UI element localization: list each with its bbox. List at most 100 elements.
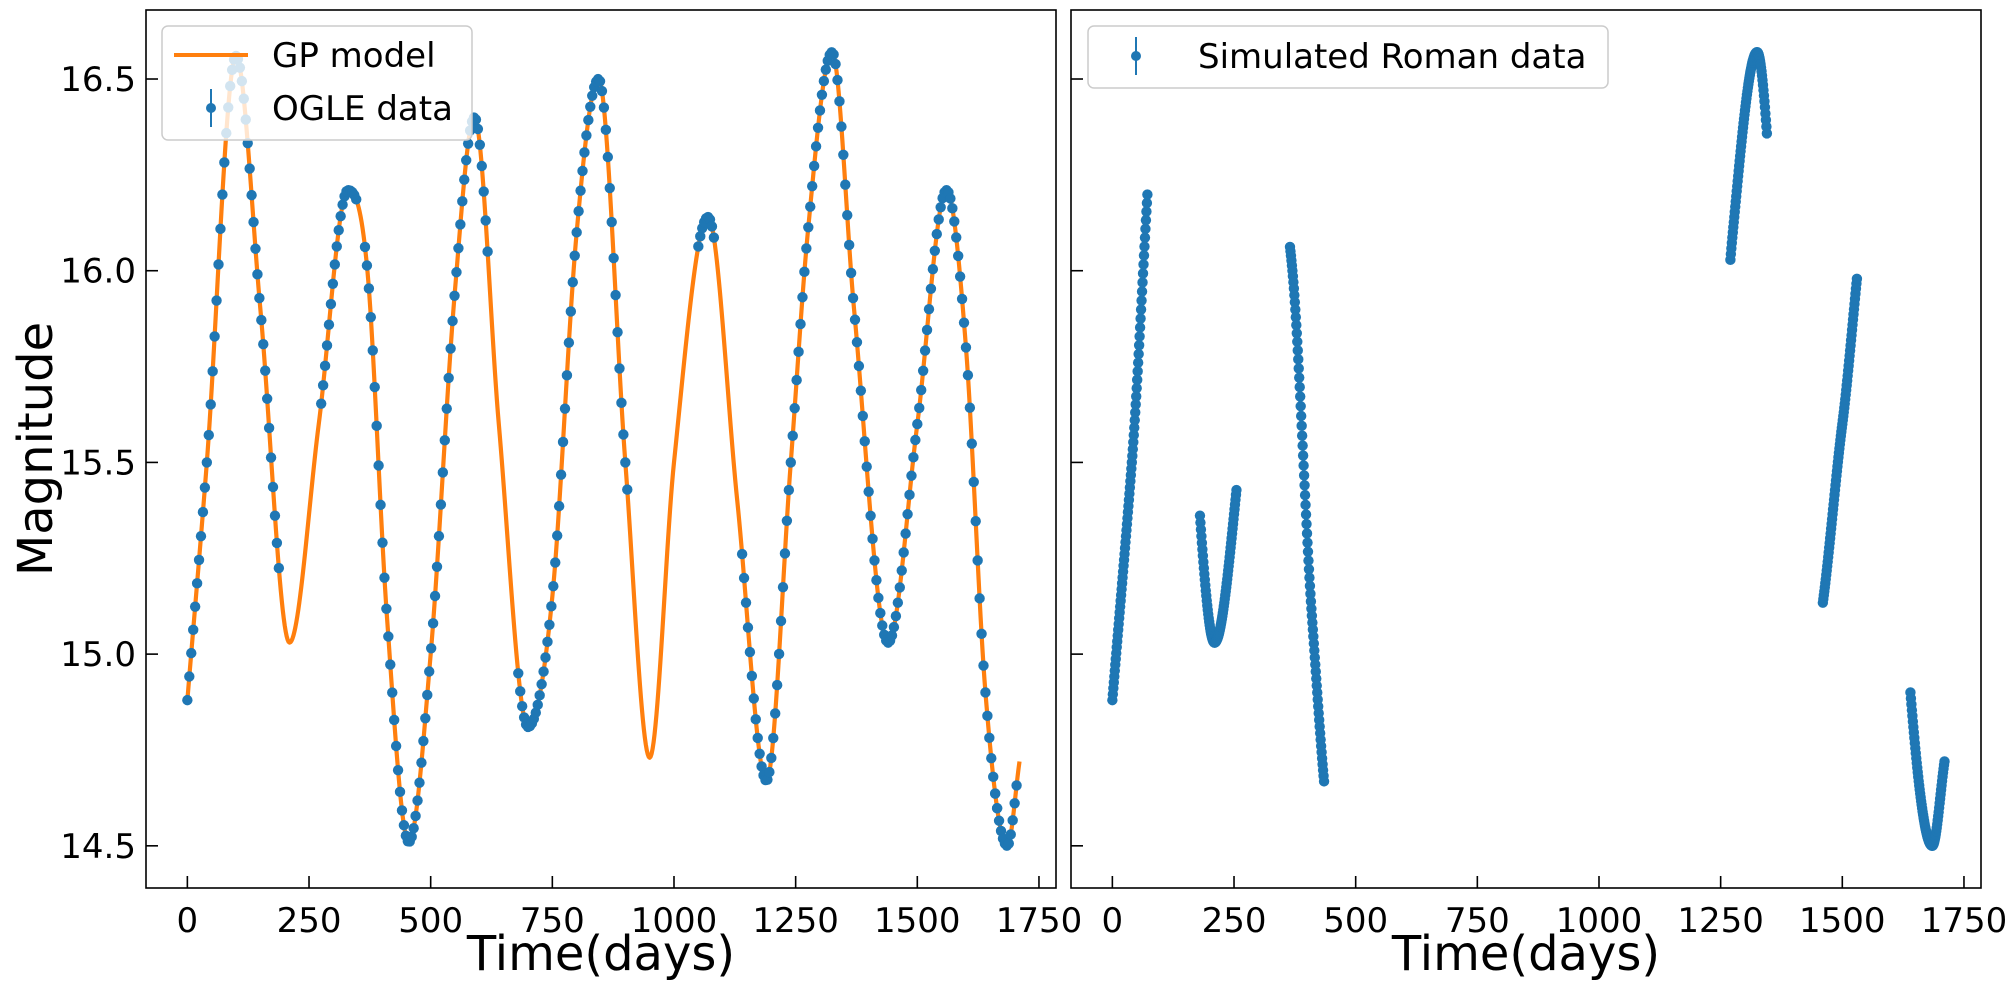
data-point bbox=[1296, 420, 1307, 432]
data-point bbox=[993, 815, 1005, 826]
data-point bbox=[1303, 564, 1315, 575]
data-point bbox=[756, 761, 767, 772]
data-point bbox=[814, 105, 826, 116]
data-point bbox=[1939, 756, 1950, 767]
data-point bbox=[888, 621, 900, 633]
right-x-axis-label: Time(days) bbox=[1391, 926, 1660, 982]
data-point bbox=[325, 298, 337, 310]
data-point bbox=[455, 219, 466, 230]
data-point bbox=[945, 193, 956, 204]
data-point bbox=[818, 75, 830, 87]
data-point bbox=[472, 123, 484, 135]
data-point bbox=[441, 403, 452, 414]
data-point bbox=[383, 631, 394, 642]
data-point bbox=[207, 366, 218, 377]
data-point bbox=[933, 214, 944, 225]
data-point bbox=[1135, 304, 1147, 315]
data-point bbox=[773, 648, 785, 660]
data-point bbox=[1305, 588, 1316, 600]
data-point bbox=[205, 399, 216, 410]
data-point bbox=[453, 243, 464, 254]
data-point bbox=[515, 686, 526, 697]
data-point bbox=[201, 457, 213, 468]
data-point bbox=[195, 530, 207, 542]
data-point bbox=[830, 58, 841, 70]
data-point bbox=[552, 530, 563, 541]
data-point bbox=[807, 180, 818, 192]
data-point bbox=[1128, 429, 1139, 441]
data-point bbox=[974, 593, 985, 604]
data-point bbox=[791, 374, 802, 386]
right-panel: 0 250 500 750 1000 1250 1500 1750 Time(days) Si… bbox=[1070, 9, 2007, 982]
data-point bbox=[414, 777, 425, 788]
data-point bbox=[610, 289, 621, 301]
data-point bbox=[557, 436, 569, 448]
data-point bbox=[321, 340, 333, 351]
data-point bbox=[470, 114, 482, 125]
data-point bbox=[695, 231, 706, 242]
data-point bbox=[269, 510, 281, 521]
data-point bbox=[869, 555, 880, 566]
data-point bbox=[947, 203, 958, 214]
data-point bbox=[412, 795, 423, 806]
data-point bbox=[912, 418, 923, 430]
data-point bbox=[546, 601, 557, 612]
gp-model-curve bbox=[185, 50, 1022, 848]
data-point bbox=[1294, 381, 1305, 393]
data-point bbox=[1131, 391, 1142, 402]
data-point bbox=[1141, 197, 1153, 209]
data-point bbox=[1290, 311, 1302, 323]
data-point bbox=[849, 314, 861, 325]
data-point bbox=[768, 732, 779, 744]
data-point bbox=[577, 165, 588, 177]
data-point bbox=[803, 222, 814, 233]
data-point bbox=[392, 764, 404, 776]
data-point bbox=[865, 510, 876, 521]
data-point bbox=[958, 317, 970, 328]
data-point bbox=[606, 216, 617, 228]
data-point bbox=[1139, 232, 1151, 243]
data-point bbox=[367, 345, 378, 356]
y-tick-label: 15.5 bbox=[60, 443, 136, 483]
data-point bbox=[976, 628, 987, 639]
data-point bbox=[203, 429, 214, 441]
x-tick-label: 250 bbox=[1202, 901, 1267, 941]
data-point bbox=[373, 460, 384, 471]
data-point bbox=[598, 102, 610, 113]
data-point bbox=[744, 646, 756, 658]
data-point bbox=[396, 805, 408, 816]
data-point bbox=[209, 331, 220, 342]
data-point bbox=[602, 151, 614, 163]
data-point bbox=[708, 232, 720, 243]
data-point bbox=[542, 636, 553, 648]
right-ticks: 0 250 500 750 1000 1250 1500 1750 bbox=[1071, 78, 2007, 941]
data-point bbox=[875, 607, 886, 619]
data-point bbox=[1294, 372, 1305, 383]
data-point bbox=[898, 547, 909, 558]
data-point bbox=[805, 201, 816, 212]
data-point bbox=[877, 620, 888, 631]
x-tick-label: 1000 bbox=[631, 901, 718, 941]
data-point bbox=[213, 259, 224, 270]
data-point bbox=[263, 422, 275, 434]
data-point bbox=[847, 292, 859, 304]
data-point bbox=[478, 186, 489, 197]
data-point bbox=[612, 326, 623, 338]
left-axes-frame bbox=[145, 9, 1057, 889]
data-point bbox=[736, 548, 748, 560]
data-point bbox=[960, 342, 972, 353]
x-tick-label: 1750 bbox=[996, 901, 1083, 941]
data-point bbox=[1139, 241, 1150, 252]
data-point bbox=[801, 243, 812, 254]
data-point bbox=[248, 216, 259, 228]
data-point bbox=[439, 435, 450, 446]
data-point bbox=[398, 820, 410, 831]
data-point bbox=[1296, 430, 1308, 441]
data-point bbox=[390, 740, 402, 752]
data-point bbox=[267, 481, 279, 493]
data-point bbox=[982, 710, 993, 722]
data-point bbox=[1140, 223, 1151, 235]
data-point bbox=[258, 339, 269, 350]
data-point bbox=[365, 311, 377, 323]
data-point bbox=[838, 149, 849, 160]
